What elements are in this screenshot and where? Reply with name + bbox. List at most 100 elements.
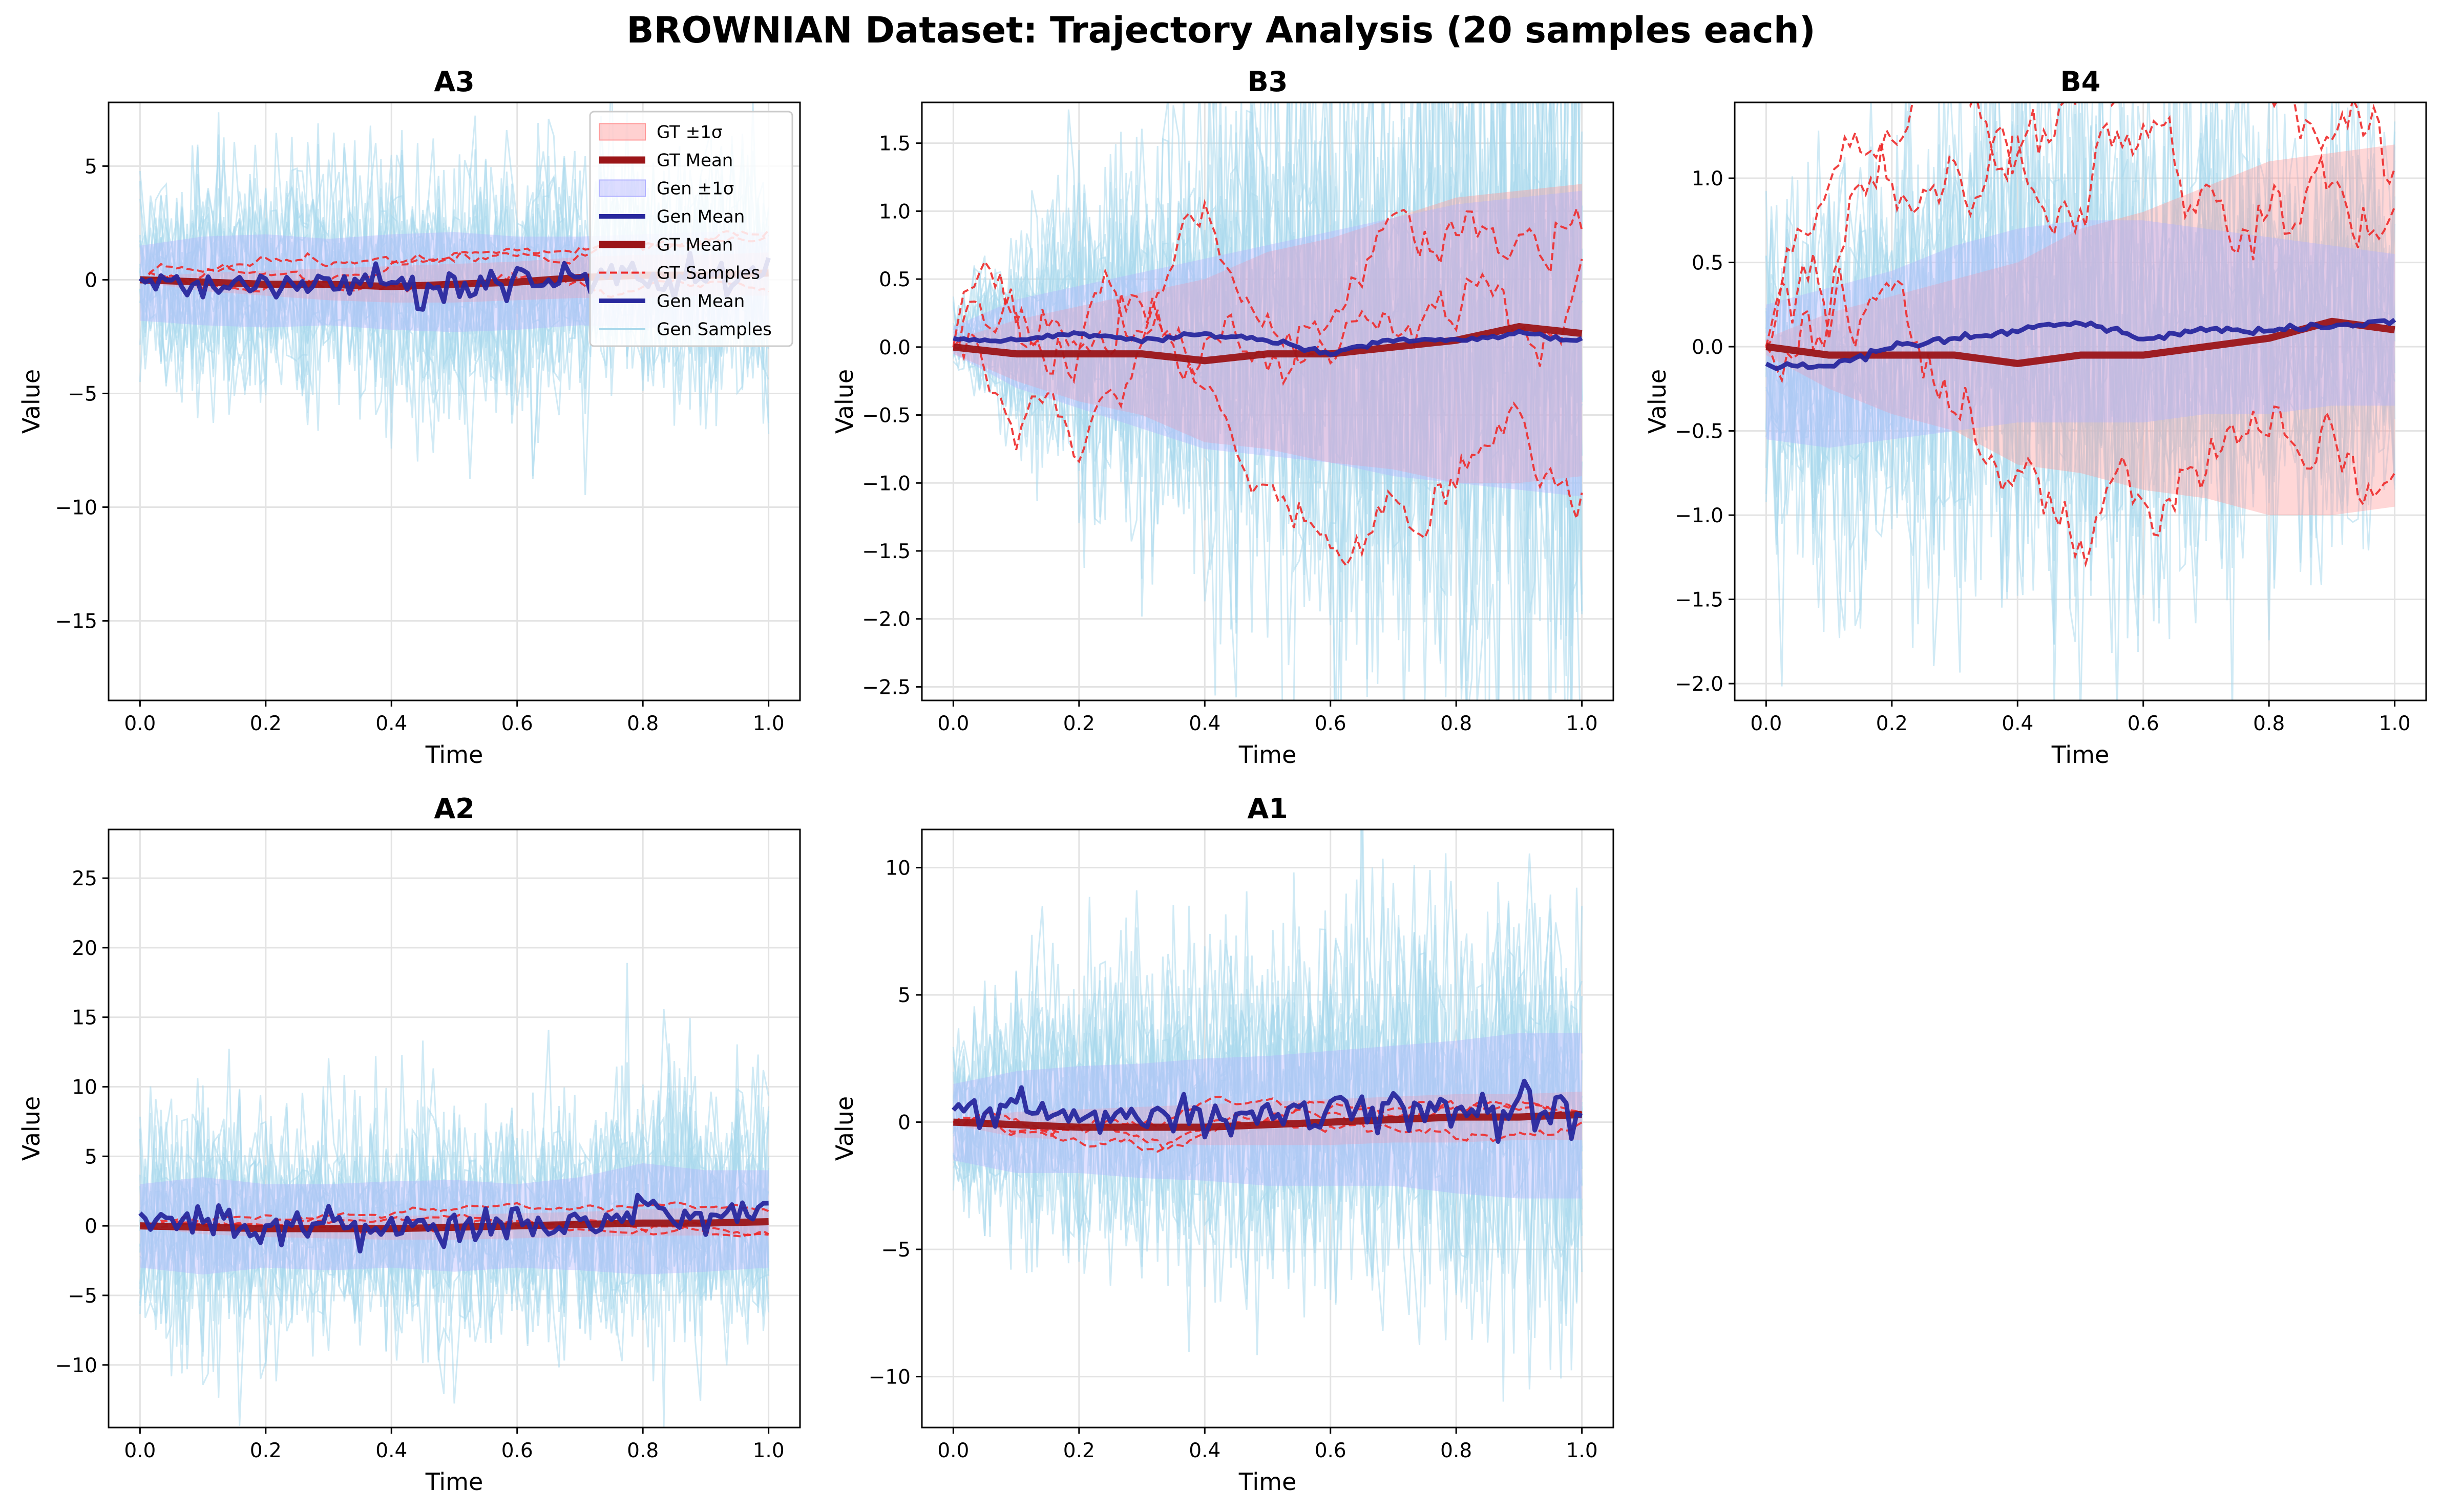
axes-frame (108, 828, 801, 1429)
y-tick-label: −10 (869, 1366, 911, 1389)
legend-label: GT Mean (657, 235, 733, 255)
x-tick-label: 0.4 (1189, 1439, 1220, 1462)
gen-mean-line (138, 1192, 769, 1254)
y-tick-label: −1.0 (1675, 504, 1723, 527)
panel-title: B3 (1248, 66, 1288, 98)
gen-sample-line (1765, 102, 2396, 653)
x-tick-label: 0.0 (1750, 712, 1782, 735)
x-tick-label: 0.6 (2128, 712, 2159, 735)
legend: GT ±1σ GT Mean Gen ±1σ Gen Mean GT Mean GT Sa… (589, 111, 793, 347)
y-tick-label: −1.5 (862, 540, 911, 563)
x-tick-label: 0.6 (1315, 1439, 1346, 1462)
y-axis-label: Value (17, 369, 45, 434)
gen-mean-line (1765, 317, 2396, 371)
x-tick-label: 0.0 (937, 1439, 969, 1462)
gt-sample-line (140, 1201, 769, 1227)
panel-title: A2 (434, 793, 474, 825)
y-tick-label: 1.5 (879, 133, 911, 156)
legend-label: GT Mean (657, 151, 733, 171)
figure-title: BROWNIAN Dataset: Trajectory Analysis (2… (626, 9, 1816, 51)
gt-sample-line (953, 205, 1583, 386)
y-tick-label: −10 (55, 497, 97, 520)
gt-band (1766, 144, 2395, 516)
y-axis-label: Value (831, 1096, 858, 1161)
gen-sample-line (139, 1009, 770, 1404)
x-tick-label: 0.2 (1876, 712, 1908, 735)
x-tick-label: 0.0 (124, 712, 156, 735)
x-tick-label: 0.0 (937, 712, 969, 735)
legend-label: Gen ±1σ (657, 179, 734, 199)
y-tick-label: −0.5 (862, 404, 911, 428)
gen-sample-line (952, 102, 1583, 700)
gt-mean-line (953, 323, 1583, 365)
gen-sample-line (952, 102, 1583, 700)
axes-frame (1734, 101, 2427, 701)
x-tick-label: 1.0 (753, 712, 785, 735)
legend-label: Gen Mean (657, 291, 745, 312)
y-axis-label: Value (831, 369, 858, 434)
legend-label: Gen Mean (657, 207, 745, 227)
y-tick-label: 0 (85, 269, 97, 292)
plot-area (952, 829, 1583, 1402)
gt-sample-line (952, 199, 1583, 463)
x-tick-label: 0.8 (1440, 1439, 1472, 1462)
x-tick-label: 0.2 (1063, 712, 1095, 735)
y-tick-label: −1.5 (1675, 589, 1723, 612)
plot-area (952, 102, 1583, 700)
gen-sample-line (1765, 102, 2396, 638)
x-axis-label: Time (1238, 741, 1297, 769)
y-tick-label: 5 (898, 984, 911, 1007)
legend-label: GT Samples (657, 263, 760, 284)
gt-band (953, 184, 1582, 483)
x-axis-label: Time (1238, 1468, 1297, 1496)
x-tick-label: 0.8 (1440, 712, 1472, 735)
y-tick-label: 0 (898, 1112, 911, 1135)
y-tick-label: 20 (72, 937, 97, 960)
gen-sample-line (952, 830, 1583, 1370)
gen-band (953, 190, 1582, 497)
x-tick-label: 0.8 (627, 712, 659, 735)
y-tick-label: −5 (68, 382, 98, 406)
gen-sample-line (952, 102, 1583, 676)
y-tick-label: −15 (55, 610, 97, 633)
x-tick-label: 0.4 (2002, 712, 2033, 735)
gen-sample-line (139, 102, 770, 423)
y-tick-label: 0.0 (1692, 336, 1723, 359)
panel-a2: 0.0 0.2 0.4 0.6 0.8 1.0 −10 −5 0 5 10 15 20 25 A2 Time V… (17, 793, 801, 1496)
x-tick-label: 0.2 (1063, 1439, 1095, 1462)
gen-mean-line (952, 1078, 1583, 1144)
legend-swatch (599, 123, 646, 141)
panel-title: A3 (434, 66, 474, 98)
y-tick-label: −5 (881, 1239, 911, 1262)
legend-label: Gen Samples (657, 320, 772, 340)
x-axis-label: Time (425, 741, 483, 769)
gen-sample-line (952, 102, 1583, 700)
x-tick-label: 0.2 (250, 712, 282, 735)
gt-sample-line (1765, 102, 2396, 384)
x-tick-label: 1.0 (1566, 712, 1598, 735)
y-tick-label: −10 (55, 1354, 97, 1377)
x-tick-label: 1.0 (1566, 1439, 1598, 1462)
x-tick-label: 0.4 (375, 1439, 407, 1462)
panel-a3: 0.0 0.2 0.4 0.6 0.8 1.0 −15 −10 −5 0 5 A3 Time Value G… (17, 66, 801, 769)
x-tick-label: 0.6 (501, 1439, 533, 1462)
x-axis-label: Time (2051, 741, 2110, 769)
axes-frame (921, 101, 1614, 701)
gen-band (953, 1033, 1582, 1199)
gen-sample-line (952, 102, 1583, 612)
y-tick-label: 0.5 (1692, 252, 1723, 275)
gen-sample-line (139, 1044, 769, 1360)
panel-a1: 0.0 0.2 0.4 0.6 0.8 1.0 −10 −5 0 5 10 A1 Time Value (831, 793, 1614, 1496)
y-tick-label: 10 (72, 1076, 97, 1099)
gen-sample-line (952, 865, 1583, 1293)
gen-sample-line (1765, 102, 2396, 700)
axes-frame (108, 101, 801, 701)
y-tick-label: 1.0 (1692, 167, 1723, 190)
panel-b3: 0.0 0.2 0.4 0.6 0.8 1.0 −2.5 −2.0 −1.5 −1.0 −0.5 0.… (831, 66, 1614, 769)
plot-area (1765, 102, 2396, 700)
y-tick-label: 0.5 (879, 268, 911, 291)
y-tick-label: −2.5 (862, 676, 911, 699)
gen-mean-line (953, 329, 1583, 357)
legend-swatch (599, 179, 646, 197)
